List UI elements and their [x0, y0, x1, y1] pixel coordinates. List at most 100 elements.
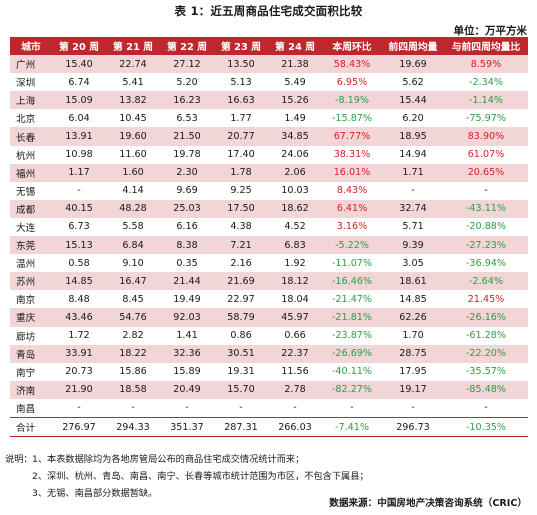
note-text: 2、深圳、杭州、青岛、南昌、南宁、长春等城市统计范围为市区，不包含下属县； — [32, 471, 369, 482]
table-row: 无锡 - 4.14 9.69 9.25 10.03 8.43% - - — [10, 182, 528, 200]
city-cell: 长春 — [10, 127, 52, 146]
notes: 说明：1、本表数据除均为各地房管局公布的商品住宅成交情况统计而来； 2、深圳、杭… — [5, 451, 530, 502]
wow-cell: -21.81% — [322, 308, 382, 327]
week22-cell: 21.50 — [160, 127, 214, 146]
wow-cell: 38.31% — [333, 149, 371, 161]
table-row: 济南 21.90 18.58 20.49 15.70 2.78 -82.27% 19.17 -8… — [10, 380, 528, 399]
city-cell: 北京 — [16, 114, 36, 126]
table-row: 南昌 - - - - - - - - — [10, 399, 528, 418]
table-row: 深圳 6.74 5.41 5.20 5.13 5.49 6.95% 5.62 -2.34% — [10, 73, 528, 91]
week21-cell: 4.14 — [122, 185, 144, 197]
week20-cell: - — [77, 185, 81, 197]
avg4-cell: 14.85 — [399, 293, 427, 305]
week24-cell: 11.56 — [281, 366, 309, 378]
vs-avg4-cell: -1.14% — [444, 91, 528, 110]
city-cell: 廊坊 — [16, 331, 36, 343]
table-total-row: 合计 276.97 294.33 351.37 287.31 266.03 -7.41% 29… — [10, 416, 528, 438]
week23-cell: 5.13 — [230, 76, 252, 88]
week22-cell: 9.69 — [176, 185, 198, 197]
vs-avg4-cell: 61.07% — [467, 149, 505, 161]
vs-avg4-cell: -22.20% — [444, 344, 528, 363]
week20-cell: 15.13 — [52, 236, 106, 255]
week20-cell: 10.98 — [65, 149, 93, 161]
week21-cell: 5.58 — [122, 221, 144, 233]
city-cell: 青岛 — [10, 344, 52, 363]
vs-avg4-cell: -75.97% — [465, 112, 507, 124]
table-row: 南宁 20.73 15.86 15.89 19.31 11.56 -40.11% 17.95 -… — [10, 363, 528, 381]
week20-cell: 20.73 — [65, 366, 93, 378]
avg4-cell: 18.61 — [382, 272, 444, 291]
avg4-cell: 28.75 — [382, 344, 444, 363]
col-header-city: 城市 — [10, 37, 52, 56]
week21-cell: 2.82 — [122, 330, 144, 342]
city-cell: 合计 — [10, 416, 52, 438]
vs-avg4-cell: 21.45% — [467, 293, 505, 305]
city-cell: 济南 — [10, 380, 52, 399]
table-row: 福州 1.17 1.60 2.30 1.78 2.06 16.01% 1.71 20.65% — [10, 163, 528, 182]
table-row: 南京 8.48 8.45 19.49 22.97 18.04 -21.47% 14.85 21.… — [10, 290, 528, 308]
week20-cell: 43.46 — [52, 308, 106, 327]
vs-avg4-cell: - — [484, 185, 488, 197]
note-line: 说明：1、本表数据除均为各地房管局公布的商品住宅成交情况统计而来； — [5, 451, 530, 468]
col-header-vs-avg4: 与前四周均量比 — [444, 37, 528, 56]
week22-cell: 92.03 — [160, 308, 214, 327]
week24-cell: 6.83 — [268, 236, 322, 255]
week24-cell: 22.37 — [268, 344, 322, 363]
week20-cell: 33.91 — [52, 344, 106, 363]
col-header-week21: 第 21 周 — [106, 37, 160, 56]
vs-avg4-cell: -43.11% — [444, 199, 528, 218]
week24-cell: 18.62 — [268, 199, 322, 218]
city-cell: 杭州 — [16, 150, 36, 162]
note-line: 3、无锡、南昌部分数据暂缺。 — [5, 485, 530, 502]
week24-cell: 2.78 — [268, 380, 322, 399]
data-table: 城市 第 20 周 第 21 周 第 22 周 第 23 周 第 24 周 本周… — [10, 37, 528, 438]
week23-cell: 22.97 — [227, 293, 255, 305]
week20-cell: 6.74 — [68, 76, 90, 88]
week23-cell: 16.63 — [214, 91, 268, 110]
week23-cell: 0.86 — [230, 330, 252, 342]
city-cell: 上海 — [10, 91, 52, 110]
week24-cell: 4.52 — [284, 221, 306, 233]
vs-avg4-cell: -20.88% — [465, 221, 507, 233]
week24-cell: 266.03 — [268, 416, 322, 438]
table-row: 上海 15.09 13.82 16.23 16.63 15.26 -8.19% 15.44 -1… — [10, 91, 528, 110]
week20-cell: 1.17 — [52, 163, 106, 182]
table-row: 北京 6.04 10.45 6.53 1.77 1.49 -15.87% 6.20 -75.97… — [10, 109, 528, 127]
wow-cell: -15.87% — [331, 112, 373, 124]
week22-cell: 351.37 — [160, 416, 214, 438]
city-cell: 深圳 — [16, 78, 36, 90]
col-header-wow: 本周环比 — [322, 37, 382, 56]
week20-cell: - — [77, 402, 81, 414]
week22-cell: - — [185, 402, 189, 414]
week21-cell: 13.82 — [106, 91, 160, 110]
vs-avg4-cell: -61.28% — [465, 330, 507, 342]
avg4-cell: 6.20 — [402, 112, 424, 124]
week21-cell: 18.58 — [106, 380, 160, 399]
unit-label: 单位：万平方米 — [453, 25, 528, 37]
city-cell: 重庆 — [10, 308, 52, 327]
week22-cell: 8.38 — [160, 236, 214, 255]
week22-cell: 21.44 — [160, 272, 214, 291]
vs-avg4-cell: -35.57% — [465, 366, 507, 378]
week23-cell: 4.38 — [230, 221, 252, 233]
week24-cell: 2.06 — [268, 163, 322, 182]
week21-cell: 54.76 — [106, 308, 160, 327]
week21-cell: 5.41 — [122, 76, 144, 88]
vs-avg4-cell: -2.64% — [444, 272, 528, 291]
week21-cell: - — [131, 402, 135, 414]
week22-cell: 20.49 — [160, 380, 214, 399]
week24-cell: 1.92 — [284, 257, 306, 269]
week24-cell: 1.49 — [284, 112, 306, 124]
table-row: 青岛 33.91 18.22 32.36 30.51 22.37 -26.69% 28.75-… — [10, 344, 528, 363]
table-row: 苏州 14.85 16.47 21.44 21.69 18.12 -16.46% 18.61-… — [10, 272, 528, 291]
week23-cell: 58.79 — [214, 308, 268, 327]
week22-cell: 0.35 — [176, 257, 198, 269]
week23-cell: 9.25 — [230, 185, 252, 197]
week22-cell: 5.20 — [176, 76, 198, 88]
city-cell: 大连 — [16, 222, 36, 234]
week20-cell: 15.40 — [52, 55, 106, 74]
week23-cell: 7.21 — [214, 236, 268, 255]
week20-cell: 40.15 — [52, 199, 106, 218]
vs-avg4-cell: 20.65% — [444, 163, 528, 182]
note-text: 1、本表数据除均为各地房管局公布的商品住宅成交情况统计而来； — [32, 454, 305, 465]
